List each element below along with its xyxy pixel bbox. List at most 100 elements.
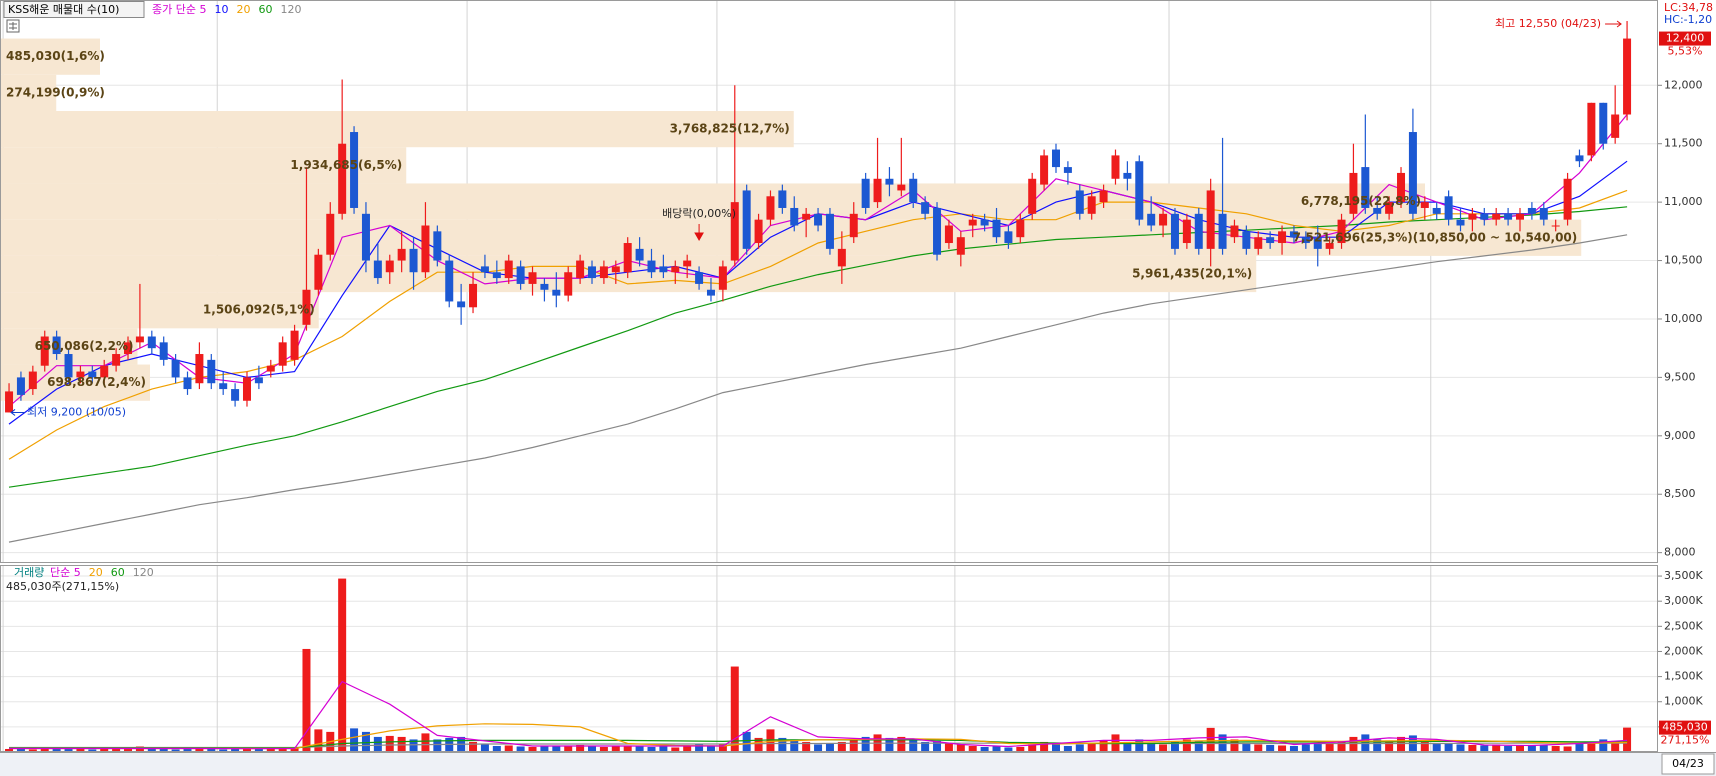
volume-bar: [1349, 736, 1358, 752]
candle-body: [266, 365, 275, 372]
volume-bar: [540, 745, 549, 752]
candle-body: [611, 266, 620, 273]
lc-label: LC:34,78: [1664, 1, 1713, 14]
candle-body: [1230, 225, 1239, 238]
volume-bar: [1289, 745, 1298, 752]
volume-profile-label: 1,934,685(6,5%): [290, 158, 402, 172]
volume-bar: [1551, 745, 1560, 752]
candle-body: [1170, 213, 1179, 249]
volume-bar: [944, 742, 953, 752]
volume-bar: [611, 746, 620, 752]
candle-body: [1111, 155, 1120, 179]
volume-bar: [683, 745, 692, 752]
low-note-arrow: [10, 409, 26, 416]
volume-bar: [695, 744, 704, 752]
candle-body: [397, 248, 406, 261]
candle-body: [88, 371, 97, 378]
candle-body: [1123, 172, 1132, 179]
candle-body: [64, 354, 73, 378]
candle-body: [1397, 172, 1406, 203]
volume-bar: [1194, 740, 1203, 752]
volume-bar: [100, 748, 109, 752]
volume-bar: [1587, 741, 1596, 752]
candle-body: [100, 365, 109, 378]
volume-bar: [254, 748, 263, 752]
candle-body: [373, 260, 382, 279]
candle-body: [921, 202, 930, 214]
volume-bar: [564, 745, 573, 752]
candle-body: [564, 272, 573, 296]
candle-body: [1432, 207, 1441, 214]
y-tick-label: 9,000: [1664, 429, 1696, 442]
candle-body: [469, 283, 478, 308]
volume-profile-bar: [0, 74, 57, 111]
volume-profile-label: 3,768,825(12,7%): [670, 122, 790, 136]
volume-bar: [885, 737, 894, 752]
candle-body: [873, 178, 882, 203]
candle-body: [219, 383, 228, 390]
volume-bar: [659, 746, 668, 752]
volume-bar: [1468, 744, 1477, 752]
volume-tag: [1659, 720, 1711, 735]
candle-body: [790, 207, 799, 226]
volume-bar: [1373, 739, 1382, 752]
candle-body: [647, 260, 656, 273]
candle-body: [504, 260, 513, 279]
volume-bar: [1016, 746, 1025, 752]
candle-body: [1099, 190, 1108, 203]
candle-body: [1206, 190, 1215, 249]
candle-body: [445, 260, 454, 302]
volume-profile-label: 6,778,195(22,8%): [1301, 194, 1421, 208]
volume-bar: [1254, 744, 1263, 752]
candle-body: [1337, 219, 1346, 244]
candle-body: [1587, 102, 1596, 156]
volume-bar: [112, 748, 121, 752]
volume-bar: [1170, 741, 1179, 752]
candle-body: [885, 178, 894, 185]
candle-body: [52, 336, 61, 355]
volume-bar: [1385, 740, 1394, 752]
candle-body: [1492, 213, 1501, 220]
candle-body: [1325, 243, 1334, 249]
volume-bar: [5, 748, 14, 752]
candle-body: [576, 260, 585, 279]
volume-bar: [968, 745, 977, 752]
volume-profile-label: 7,521,696(25,3%)(10,850,00 ~ 10,540,00): [1293, 230, 1578, 244]
candle-body: [1016, 219, 1025, 238]
volume-bar: [1278, 745, 1287, 752]
volume-bar: [504, 745, 513, 752]
volume-bar: [790, 739, 799, 752]
candle-body: [76, 371, 85, 378]
volume-bar: [1087, 742, 1096, 752]
candle-body: [754, 219, 763, 244]
candle-body: [290, 330, 299, 360]
candle-body: [457, 301, 466, 308]
volume-bar: [409, 739, 418, 752]
candle-body: [1575, 155, 1584, 162]
volume-bar: [207, 748, 216, 752]
candle-body: [5, 391, 14, 413]
candle-body: [171, 359, 180, 378]
volume-bar: [231, 748, 240, 752]
candle-body: [861, 178, 870, 208]
candle-body: [623, 243, 632, 273]
candle-body: [599, 266, 608, 279]
volume-bar: [814, 744, 823, 752]
volume-bar: [1159, 744, 1168, 752]
volume-bar: [314, 729, 323, 752]
y-tick-label: 2,000K: [1664, 644, 1703, 657]
candle-body: [147, 336, 156, 349]
candle-body: [1075, 190, 1084, 214]
candle-body: [242, 377, 251, 401]
volume-bar: [40, 747, 49, 752]
volume-profile-label: 650,086(2,2%): [35, 339, 134, 353]
candle-body: [695, 272, 704, 284]
volume-bar: [1397, 736, 1406, 752]
volume-bar: [183, 748, 192, 752]
candle-body: [40, 336, 49, 366]
candle-body: [814, 213, 823, 226]
candle-body: [528, 272, 537, 284]
candle-body: [968, 219, 977, 226]
volume-bar: [730, 666, 739, 752]
